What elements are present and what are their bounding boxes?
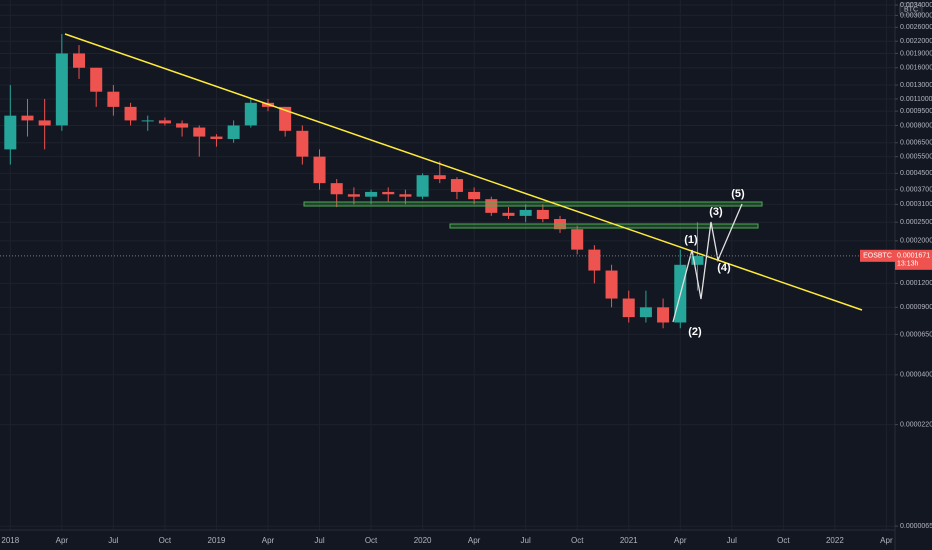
y-tick-label: 0.0011000 <box>900 96 932 103</box>
x-tick-label: 2019 <box>208 536 226 545</box>
grid <box>0 0 895 530</box>
x-tick-label: 2020 <box>414 536 432 545</box>
candle-body <box>639 307 652 318</box>
candle-body <box>296 130 309 157</box>
candle-body <box>55 53 68 126</box>
y-tick-label: 0.0005500 <box>900 153 932 160</box>
candle-body <box>107 91 120 107</box>
candle-body <box>450 179 463 192</box>
support-zone <box>449 223 759 229</box>
x-tick-label: Oct <box>571 536 584 545</box>
x-tick-label: Jul <box>727 536 737 545</box>
x-tick-label: 2018 <box>1 536 19 545</box>
currency: BTC <box>904 6 918 13</box>
y-tick-label: 0.0000220 <box>900 421 932 428</box>
y-tick-label: 0.0000650 <box>900 331 932 338</box>
candle-body <box>330 183 343 195</box>
candle-body <box>416 175 429 197</box>
wave-label: (5) <box>731 188 745 200</box>
candle-body <box>90 67 103 92</box>
candle-body <box>141 120 154 122</box>
wave-label: (3) <box>709 206 723 218</box>
y-tick-label: 0.0030000 <box>900 12 932 19</box>
candle-body <box>4 115 17 150</box>
symbol-badge <box>860 249 895 262</box>
candle-body <box>193 127 206 137</box>
candle-body <box>347 194 360 197</box>
currency-badge <box>899 2 923 16</box>
candle-body <box>244 102 257 126</box>
candle-body <box>279 106 292 131</box>
y-tick-label: 0.0026000 <box>900 24 932 31</box>
y-tick-label: 0.0022000 <box>900 38 932 45</box>
candle-body <box>73 53 86 68</box>
x-tick-label: Apr <box>56 536 69 545</box>
candle-body <box>622 298 635 318</box>
candle-body <box>313 156 326 184</box>
candle-body <box>21 115 34 121</box>
x-tick-label: Apr <box>880 536 893 545</box>
y-tick-label: 0.0000400 <box>900 372 932 379</box>
candle-body <box>399 194 412 197</box>
candle-body <box>536 209 549 220</box>
candle-body <box>519 209 532 216</box>
wave-label: (4) <box>717 262 731 274</box>
candle-body <box>588 249 601 271</box>
x-tick-label: Oct <box>365 536 378 545</box>
y-tick-label: 0.0006500 <box>900 140 932 147</box>
y-tick-label: 0.0002500 <box>900 219 932 226</box>
x-tick-label: Apr <box>468 536 481 545</box>
y-tick-label: 0.0000065 <box>900 523 932 530</box>
candle-body <box>433 175 446 180</box>
y-tick-label: 0.0034000 <box>900 2 932 9</box>
y-tick-label: 0.0003700 <box>900 186 932 193</box>
x-tick-label: Jul <box>108 536 118 545</box>
x-tick-label: Apr <box>674 536 687 545</box>
x-tick-label: 2021 <box>620 536 638 545</box>
y-tick-label: 0.0004500 <box>900 170 932 177</box>
wave-label: (2) <box>688 326 702 338</box>
y-tick-label: 0.0003100 <box>900 201 932 208</box>
y-tick-label: 0.0016000 <box>900 65 932 72</box>
candle-body <box>382 191 395 195</box>
x-tick-label: 2022 <box>826 536 844 545</box>
candle-body <box>468 191 481 200</box>
x-tick-label: Oct <box>777 536 790 545</box>
x-tick-label: Oct <box>159 536 172 545</box>
candle-body <box>571 229 584 250</box>
wave-projection <box>672 203 743 323</box>
price-badge <box>895 249 932 270</box>
x-tick-label: Apr <box>262 536 275 545</box>
resistance-zone <box>303 201 763 207</box>
y-tick-label: 0.0009500 <box>900 108 932 115</box>
countdown-label: 13:13h <box>897 261 919 268</box>
y-tick-label: 0.0001200 <box>900 280 932 287</box>
candle-body <box>124 106 137 121</box>
x-tick-label: Jul <box>521 536 531 545</box>
candle-body <box>691 255 704 265</box>
candle-body <box>502 212 515 216</box>
symbol-label: EOSBTC <box>863 253 892 260</box>
candle-body <box>227 125 240 139</box>
candle-body <box>158 120 171 124</box>
wave-label: (1) <box>684 234 698 246</box>
candle-body <box>210 136 223 139</box>
y-tick-label: 0.0013000 <box>900 82 932 89</box>
x-tick-label: Jul <box>314 536 324 545</box>
candle-body <box>657 307 670 323</box>
candle-body <box>365 191 378 197</box>
y-tick-label: 0.0002000 <box>900 238 932 245</box>
candle-body <box>605 270 618 299</box>
candle-body <box>176 123 189 128</box>
candle-body <box>38 120 51 126</box>
last-price-label: 0.0001671 <box>897 253 930 260</box>
trend-line <box>64 33 863 311</box>
y-tick-label: 0.0019000 <box>900 50 932 57</box>
y-tick-label: 0.0000900 <box>900 304 932 311</box>
y-tick-label: 0.0008000 <box>900 122 932 129</box>
